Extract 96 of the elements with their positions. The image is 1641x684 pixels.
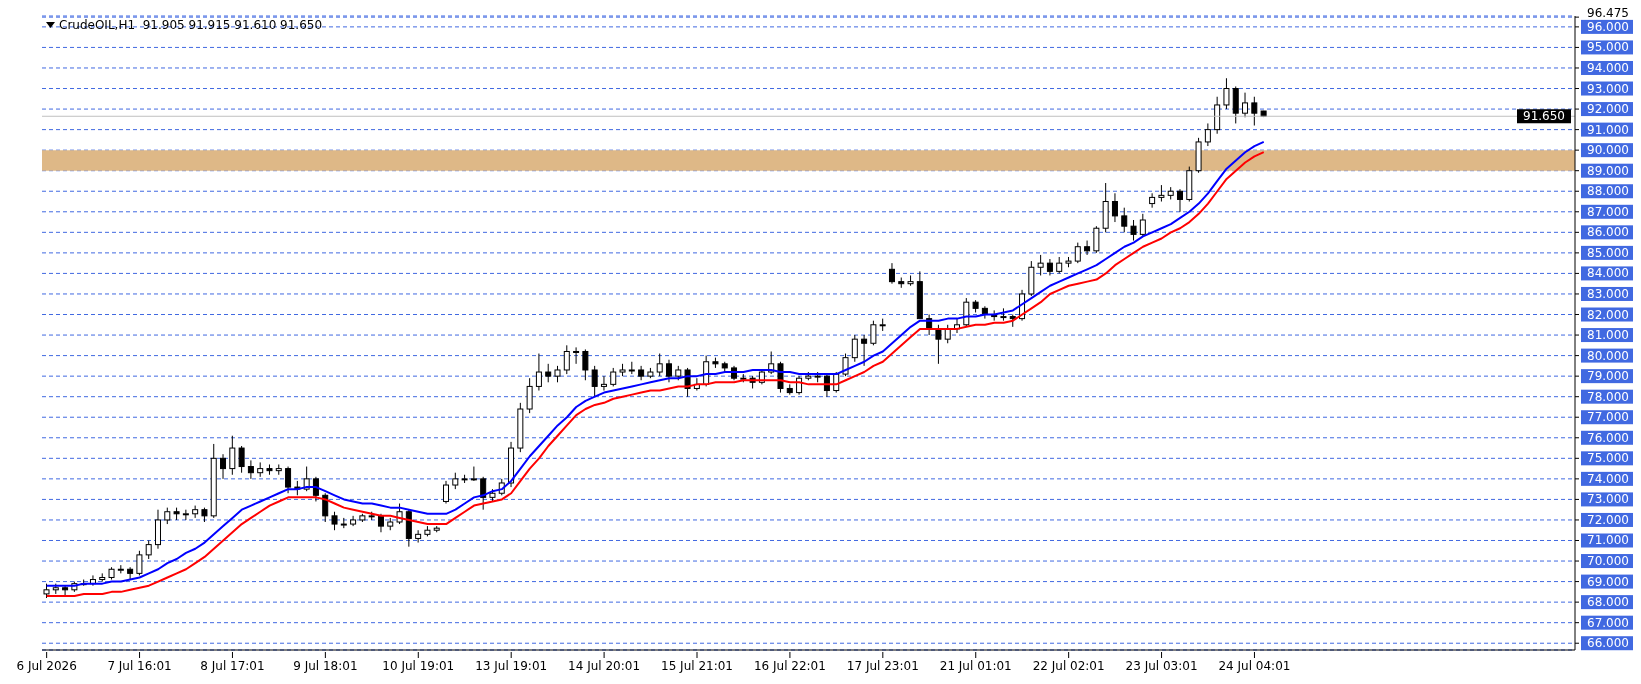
candlestick <box>1251 96 1258 126</box>
candlestick <box>1176 188 1183 213</box>
x-tick-label: 16 Jul 22:01 <box>753 659 826 673</box>
candlestick <box>1111 192 1118 223</box>
candlestick <box>182 509 189 521</box>
x-tick-label: 14 Jul 20:01 <box>568 659 641 673</box>
candlestick <box>1149 192 1156 209</box>
y-tick-label: 67.000 <box>1587 615 1629 630</box>
candlestick <box>312 476 319 502</box>
x-tick-label: 24 Jul 04:01 <box>1218 659 1291 673</box>
candlestick <box>1204 122 1211 147</box>
candlestick <box>888 262 895 285</box>
candlestick <box>573 346 580 365</box>
y-tick-label: 83.000 <box>1587 286 1629 301</box>
candlestick <box>1093 225 1100 254</box>
candlestick <box>582 348 589 381</box>
candlestick <box>480 476 487 511</box>
y-tick-label: 66.000 <box>1587 636 1629 651</box>
y-tick-label: 82.000 <box>1587 307 1629 322</box>
y-tick-label: 95.000 <box>1587 40 1629 55</box>
candlestick <box>851 334 858 363</box>
y-tick-label: 85.000 <box>1587 245 1629 260</box>
candlestick <box>238 445 245 474</box>
x-tick-label: 10 Jul 19:01 <box>382 659 455 673</box>
y-tick-label: 69.000 <box>1587 574 1629 589</box>
candlestick <box>563 344 570 375</box>
candlestick <box>247 459 254 480</box>
candlestick <box>1139 213 1146 237</box>
x-tick-label: 7 Jul 16:01 <box>107 659 172 673</box>
x-tick-label: 8 Jul 17:01 <box>200 659 265 673</box>
y-tick-label: 78.000 <box>1587 389 1629 404</box>
y-tick-label: 74.000 <box>1587 471 1629 486</box>
y-tick-label: 93.000 <box>1587 81 1629 96</box>
x-tick-label: 22 Jul 02:01 <box>1032 659 1105 673</box>
candlestick <box>145 540 152 560</box>
candlestick <box>62 585 69 597</box>
y-tick-label: 90.000 <box>1587 143 1629 158</box>
y-tick-label: 79.000 <box>1587 369 1629 384</box>
candlestick <box>1223 77 1230 110</box>
y-tick-label: 87.000 <box>1587 204 1629 219</box>
y-tick-label: 76.000 <box>1587 430 1629 445</box>
chart-title: CrudeOIL,H1 91.905 91.915 91.610 91.650 <box>59 18 323 32</box>
y-tick-label: 84.000 <box>1587 266 1629 281</box>
candlestick <box>665 359 672 383</box>
x-tick-label: 9 Jul 18:01 <box>293 659 358 673</box>
y-tick-label: 96.000 <box>1587 19 1629 34</box>
y-tick-label: 75.000 <box>1587 451 1629 466</box>
candlestick <box>229 435 236 476</box>
candlestick <box>1084 240 1091 256</box>
candlestick <box>545 363 552 383</box>
candlestick <box>470 466 477 482</box>
y-tick-label: 71.000 <box>1587 533 1629 548</box>
candlestick <box>1121 207 1128 233</box>
candlestick <box>944 324 951 344</box>
y-tick-label: 88.000 <box>1587 184 1629 199</box>
x-tick-label: 21 Jul 01:01 <box>939 659 1012 673</box>
y-tick-label: 73.000 <box>1587 492 1629 507</box>
candlestick <box>1130 219 1137 242</box>
candlestick <box>600 375 607 392</box>
y-tick-label: 92.000 <box>1587 102 1629 117</box>
candlestick <box>220 453 227 480</box>
candlestick <box>443 480 450 505</box>
y-tick-label: 89.000 <box>1587 163 1629 178</box>
candlestick <box>136 550 143 576</box>
candlestick <box>1074 242 1081 264</box>
candlestick <box>870 320 877 346</box>
y-tick-label: 70.000 <box>1587 554 1629 569</box>
y-tick-label: 81.000 <box>1587 328 1629 343</box>
x-tick-label: 6 Jul 2026 <box>16 659 77 673</box>
x-tick-label: 23 Jul 03:01 <box>1125 659 1198 673</box>
x-tick-label: 17 Jul 23:01 <box>846 659 919 673</box>
candlestick <box>526 377 533 414</box>
candlestick <box>1242 92 1249 118</box>
candlestick <box>656 353 663 377</box>
candlestick <box>127 566 134 581</box>
y-tick-label: 80.000 <box>1587 348 1629 363</box>
y-tick-label: 91.000 <box>1587 122 1629 137</box>
y-tick-label: 77.000 <box>1587 410 1629 425</box>
ref-line-label: 91.650 <box>1523 109 1565 124</box>
candlestick <box>415 529 422 544</box>
y-tick-label: 86.000 <box>1587 225 1629 240</box>
candlestick <box>535 353 542 392</box>
candlestick <box>285 466 292 494</box>
candlestick <box>331 511 338 531</box>
x-tick-label: 13 Jul 19:01 <box>475 659 548 673</box>
y-tick-label: 72.000 <box>1587 512 1629 527</box>
candlestick <box>377 513 384 533</box>
y-tick-label: 68.000 <box>1587 595 1629 610</box>
x-tick-label: 15 Jul 21:01 <box>661 659 733 673</box>
y-tick-label: 96.475 <box>1587 6 1629 21</box>
candlestick <box>861 334 868 367</box>
candlestick <box>935 324 942 365</box>
y-tick-label: 94.000 <box>1587 60 1629 75</box>
candlestick <box>591 365 598 398</box>
candlestick <box>1037 254 1044 276</box>
candlestick <box>610 367 617 387</box>
